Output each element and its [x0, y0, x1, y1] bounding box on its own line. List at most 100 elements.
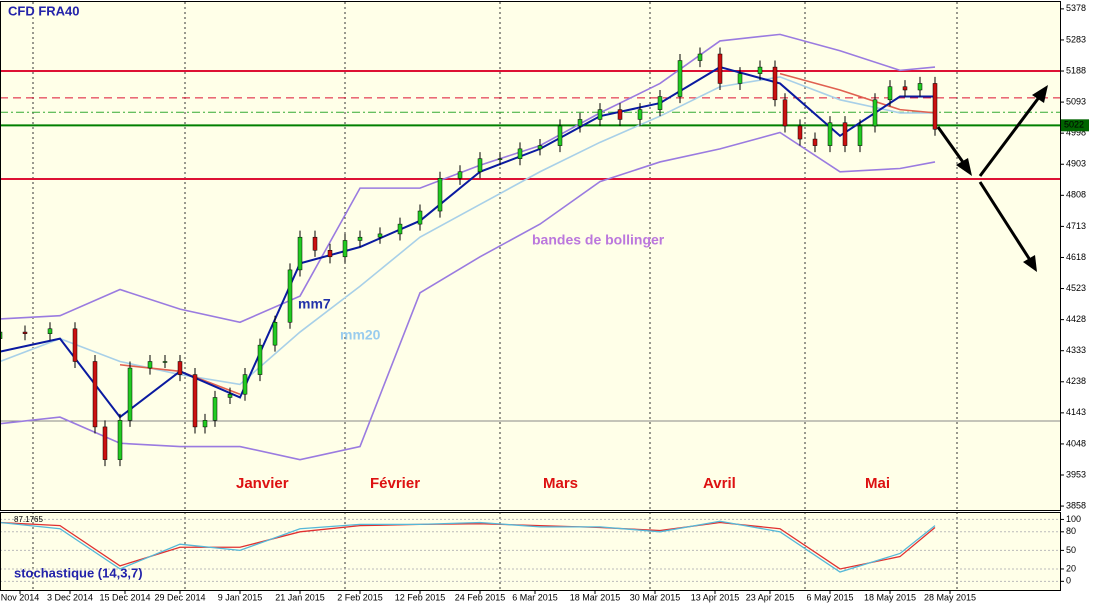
annotation: Mai: [865, 475, 890, 492]
y-tick-label: 4618: [1066, 252, 1086, 262]
stoch-title: stochastique (14,3,7): [14, 565, 143, 580]
stoch-frame: [0, 512, 1061, 591]
candle-body: [557, 125, 563, 146]
candle-body: [827, 122, 833, 146]
candle-body: [437, 178, 443, 212]
candle-body: [537, 145, 543, 150]
candle-body: [287, 269, 293, 323]
x-tick-label: 28 May 2015: [924, 592, 976, 602]
candle-body: [697, 53, 703, 61]
last-price-box: [1061, 119, 1089, 132]
candle-body: [772, 66, 778, 101]
candle-body: [357, 236, 363, 241]
candle-body: [327, 250, 333, 258]
annotation: Janvier: [236, 475, 289, 492]
stoch-panel: [0, 512, 1060, 590]
candle-body: [147, 361, 153, 369]
candle-body: [272, 321, 278, 346]
x-tick-label: 23 Apr 2015: [746, 592, 795, 602]
candle-body: [102, 426, 108, 460]
candle-body: [227, 393, 233, 398]
x-tick-label: 18 Mar 2015: [570, 592, 621, 602]
candle-body: [902, 86, 908, 91]
x-tick-label: 6 May 2015: [806, 592, 853, 602]
candle-body: [797, 125, 803, 140]
y-tick-label: 4048: [1066, 438, 1086, 448]
candle-body: [312, 236, 318, 251]
x-tick-label: 2 Feb 2015: [337, 592, 383, 602]
candle-body: [127, 367, 133, 421]
x-tick-label: 30 Mar 2015: [630, 592, 681, 602]
candle-body: [342, 240, 348, 258]
x-tick-label: 24 Feb 2015: [455, 592, 506, 602]
candle-body: [22, 331, 28, 334]
candle-body: [417, 210, 423, 225]
x-tick-label: 13 Apr 2015: [691, 592, 740, 602]
candle-body: [92, 361, 98, 428]
y-tick-label: 5188: [1066, 65, 1086, 75]
plot: 5378 5283 5188 5093 4998 4903 4808 4713 4618 4523…: [0, 3, 1089, 602]
candle-body: [212, 397, 218, 421]
candle-body: [242, 374, 248, 395]
annotation: Mars: [543, 475, 578, 492]
candle-body: [597, 109, 603, 120]
y-tick-label: 5283: [1066, 34, 1086, 44]
y-tick-label: 4238: [1066, 376, 1086, 386]
candle-body: [47, 328, 53, 334]
y-tick-label: 3953: [1066, 469, 1086, 479]
candle-body: [297, 236, 303, 271]
candle-body: [717, 53, 723, 84]
candle-body: [812, 138, 818, 146]
annotation: mm20: [340, 327, 381, 343]
y-tick-label: 4523: [1066, 283, 1086, 293]
period-separators: [32, 2, 958, 590]
y-tick-label: 4428: [1066, 314, 1086, 324]
annotation: mm7: [298, 296, 331, 312]
candle-body: [872, 99, 878, 127]
y-tick-label: 4903: [1066, 159, 1086, 169]
y-tick-label: 3858: [1066, 500, 1086, 510]
y-tick-label: 20: [1066, 563, 1076, 573]
y-tick-label: 5378: [1066, 3, 1086, 13]
y-tick-label: 5093: [1066, 96, 1086, 106]
candle-body: [577, 119, 583, 127]
y-tick-label: 4713: [1066, 221, 1086, 231]
annotation: Février: [370, 475, 420, 492]
candle-body: [162, 361, 168, 363]
candle-body: [477, 158, 483, 173]
x-tick-label: 9 Jan 2015: [218, 592, 263, 602]
stoch-readout: 87.1765: [14, 515, 43, 524]
last-price-label: 5022: [1064, 120, 1084, 130]
annotation: Avril: [703, 475, 736, 492]
candle-body: [677, 60, 683, 97]
candle-body: [657, 96, 663, 110]
candle-body: [932, 83, 938, 130]
y-tick-label: 50: [1066, 545, 1076, 555]
x-tick-label: 6 Mar 2015: [512, 592, 558, 602]
candle-body: [887, 86, 893, 101]
price-panel: [0, 2, 1060, 510]
candle-body: [397, 223, 403, 235]
candle-body: [617, 109, 623, 120]
candle-body: [782, 99, 788, 127]
candle-body: [72, 328, 78, 362]
y-tick-label: 4143: [1066, 407, 1086, 417]
candle-body: [192, 374, 198, 428]
x-tick-label: 29 Dec 2014: [154, 592, 205, 602]
candle-body: [457, 171, 463, 179]
candle-body: [737, 73, 743, 84]
indicator-line: [0, 76, 935, 386]
y-tick-label: 4998: [1066, 128, 1086, 138]
candle-body: [117, 420, 123, 460]
candle-body: [177, 361, 183, 375]
x-tick-label: 12 Feb 2015: [395, 592, 446, 602]
y-tick-label: 80: [1066, 526, 1076, 536]
candle-body: [757, 66, 763, 74]
chart-title: CFD FRA40: [8, 3, 80, 18]
x-tick-label: Nov 2014: [1, 592, 40, 602]
candle-body: [377, 233, 383, 238]
x-tick-label: 21 Jan 2015: [275, 592, 325, 602]
candle-body: [202, 420, 208, 428]
x-tick-label: 3 Dec 2014: [47, 592, 93, 602]
